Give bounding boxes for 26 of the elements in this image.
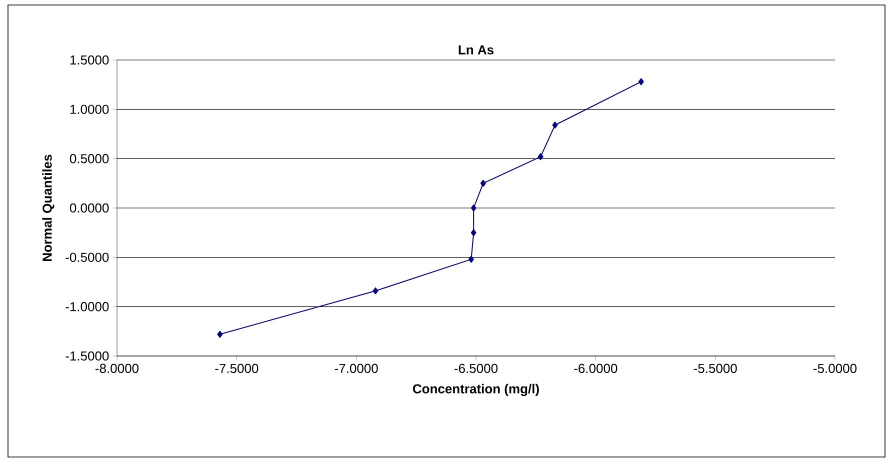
x-tick-label: -8.0000 — [96, 364, 139, 374]
point — [470, 204, 476, 212]
y-tick-label: 0.0000 — [70, 203, 109, 213]
y-tick-label: -0.5000 — [66, 252, 109, 262]
y-tick-label: 1.0000 — [70, 104, 109, 114]
x-tick-label: -6.0000 — [574, 364, 618, 374]
y-axis-title: Normal Quantiles — [42, 154, 54, 261]
y-tick-label: -1.0000 — [66, 302, 109, 312]
point — [468, 256, 474, 263]
x-tick-label: -7.0000 — [334, 364, 378, 374]
point — [638, 78, 644, 86]
point — [372, 287, 378, 294]
point — [217, 330, 223, 338]
x-tick-label: -5.0000 — [814, 364, 857, 374]
x-axis-title: Concentration (mg/l) — [412, 384, 539, 396]
point — [552, 122, 558, 129]
point — [538, 153, 544, 160]
point — [470, 229, 476, 236]
x-tick-label: -5.5000 — [694, 364, 737, 374]
y-tick-label: 1.5000 — [70, 55, 109, 65]
chart-title: Ln As — [458, 45, 494, 54]
x-tick-label: -7.5000 — [215, 364, 258, 374]
y-tick-label: -1.5000 — [66, 351, 109, 361]
x-tick-label: -6.5000 — [454, 364, 498, 374]
y-tick-label: 0.5000 — [70, 154, 109, 164]
point — [480, 180, 486, 187]
